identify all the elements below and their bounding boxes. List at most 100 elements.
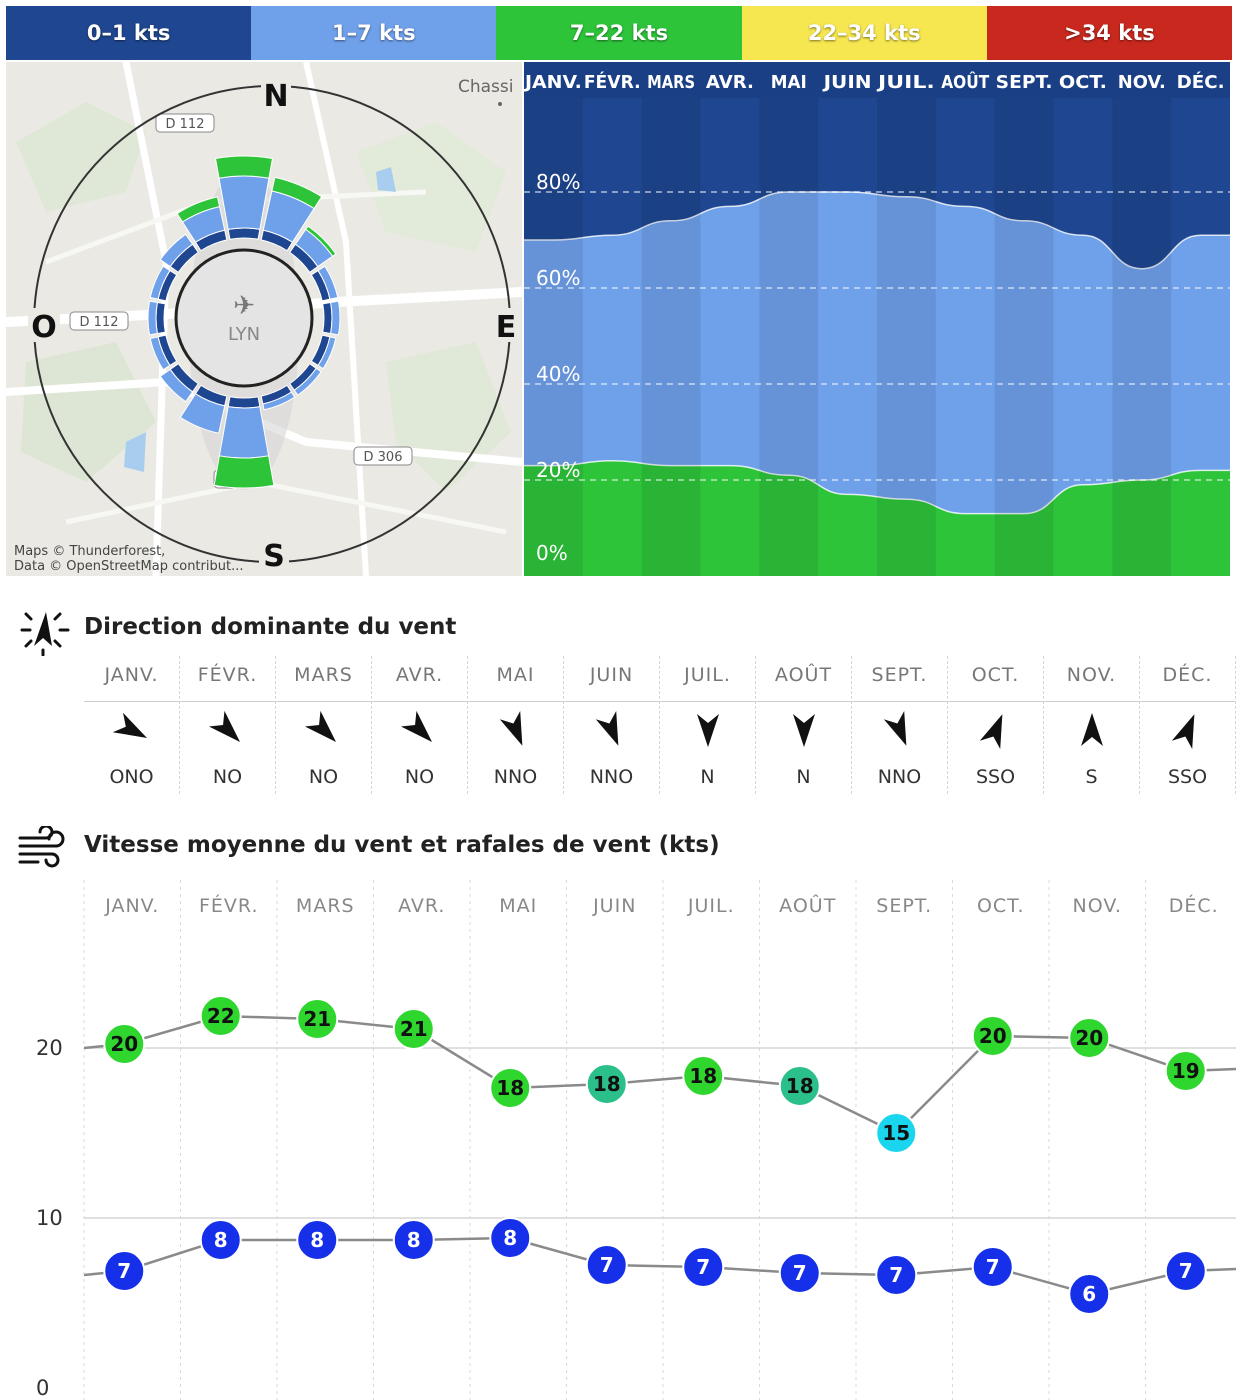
x-tick-label: FÉVR. xyxy=(199,894,259,917)
direction-column: JANV. ONO xyxy=(84,656,180,794)
gust-marker[interactable] xyxy=(875,1112,918,1154)
average-marker[interactable] xyxy=(296,1219,339,1261)
y-tick-label: 80% xyxy=(536,170,580,194)
average-marker[interactable] xyxy=(778,1252,821,1294)
data-label: 21 xyxy=(303,1007,331,1031)
rose-petal xyxy=(149,336,171,371)
month-column-shade xyxy=(641,98,701,576)
month-column-shade xyxy=(877,98,936,576)
direction-arrow-icon xyxy=(793,714,815,747)
average-line xyxy=(83,1236,1236,1296)
direction-arrow-icon xyxy=(208,710,241,743)
direction-label: NNO xyxy=(589,766,634,788)
gust-marker[interactable] xyxy=(585,1063,628,1105)
x-tick-label: MAI xyxy=(499,895,537,917)
x-tick-label: NOV. xyxy=(1118,72,1166,93)
average-marker[interactable] xyxy=(1068,1273,1111,1315)
x-tick-label: JUIL. xyxy=(687,895,735,917)
month-column-shade xyxy=(994,98,1054,576)
legend-item[interactable]: 7–22 kts xyxy=(496,6,742,60)
road-label: D 306 xyxy=(364,450,403,465)
rose-petal xyxy=(317,265,339,300)
direction-arrow-icon xyxy=(979,714,1003,749)
x-tick-label: JANV. xyxy=(104,895,159,917)
average-marker[interactable] xyxy=(875,1254,918,1296)
legend-item[interactable]: >34 kts xyxy=(986,6,1233,60)
divider xyxy=(84,701,1236,702)
direction-label: NO xyxy=(212,766,243,788)
gust-marker[interactable] xyxy=(296,998,339,1040)
data-label: 20 xyxy=(1075,1026,1103,1050)
speed-legend: 0–1 kts 1–7 kts 7–22 kts 22–34 kts >34 kts xyxy=(6,6,1233,60)
direction-arrow-icon xyxy=(304,710,337,743)
rose-petal xyxy=(213,455,275,489)
average-marker[interactable] xyxy=(585,1244,628,1286)
wind-speed-icon xyxy=(18,826,65,868)
gust-marker[interactable] xyxy=(682,1055,725,1097)
legend-item[interactable]: 1–7 kts xyxy=(251,6,497,60)
direction-column: SEPT. NNO xyxy=(852,656,948,794)
direction-arrow-icon xyxy=(499,711,523,746)
wind-direction-icon xyxy=(20,612,70,656)
rose-petal xyxy=(317,336,337,370)
direction-arrow-icon xyxy=(112,712,148,738)
road-label: D 112 xyxy=(166,117,205,132)
rose-petal xyxy=(305,225,337,257)
map-credit[interactable]: Maps © Thunderforest, Data © OpenStreetM… xyxy=(14,544,244,574)
direction-arrow-icon xyxy=(1171,714,1195,749)
y-tick-label: 40% xyxy=(536,362,580,386)
y-tick-label: 0 xyxy=(36,1376,49,1400)
rose-petal xyxy=(218,175,270,230)
area-header xyxy=(524,62,1230,98)
average-marker[interactable] xyxy=(199,1219,242,1261)
direction-column: NOV. S xyxy=(1044,656,1140,794)
gust-marker[interactable] xyxy=(778,1065,821,1107)
average-marker[interactable] xyxy=(392,1219,435,1261)
gust-marker[interactable] xyxy=(1164,1050,1207,1092)
legend-item[interactable]: 0–1 kts xyxy=(6,6,252,60)
gust-marker[interactable] xyxy=(489,1067,532,1109)
rose-petal xyxy=(271,176,323,210)
direction-column: DÉC. SSO xyxy=(1140,656,1236,794)
x-tick-label: DÉC. xyxy=(1177,71,1225,93)
direction-arrow-icon xyxy=(400,710,433,743)
data-label: 18 xyxy=(786,1074,814,1098)
rose-petal xyxy=(322,301,333,335)
average-marker[interactable] xyxy=(971,1246,1014,1288)
rose-petal xyxy=(179,393,226,434)
compass-east: E xyxy=(496,310,517,345)
legend-item[interactable]: 22–34 kts xyxy=(741,6,987,60)
data-label: 15 xyxy=(882,1121,910,1145)
x-tick-label: JANV. xyxy=(524,72,582,93)
rose-center-ring xyxy=(174,248,314,388)
gust-marker[interactable] xyxy=(103,1023,146,1065)
average-marker[interactable] xyxy=(103,1250,146,1292)
direction-label: SSO xyxy=(975,766,1016,788)
airport-code: LYN xyxy=(228,324,260,345)
month-label: JUIL. xyxy=(684,664,731,686)
data-label: 7 xyxy=(117,1259,131,1283)
average-marker[interactable] xyxy=(489,1217,532,1259)
average-marker[interactable] xyxy=(1164,1250,1207,1292)
wind-rose-map[interactable]: D 112 D 112 D 306 A Chassi ✈ LYN N E S O… xyxy=(6,62,522,576)
data-label: 8 xyxy=(407,1228,421,1252)
compass-north: N xyxy=(263,79,288,114)
x-tick-label: NOV. xyxy=(1073,895,1122,917)
gust-marker[interactable] xyxy=(199,995,242,1037)
x-tick-label: JUIN xyxy=(821,72,871,93)
rose-petal xyxy=(330,300,341,336)
rose-petal xyxy=(227,227,261,240)
data-label: 19 xyxy=(1172,1059,1200,1083)
rose-petal xyxy=(293,367,322,396)
direction-label: NNO xyxy=(877,766,922,788)
gust-marker[interactable] xyxy=(971,1015,1014,1057)
gust-marker[interactable] xyxy=(1068,1017,1111,1059)
month-label: MAI xyxy=(496,664,535,686)
direction-label: NO xyxy=(308,766,339,788)
direction-column: OCT. SSO xyxy=(948,656,1044,794)
gust-marker[interactable] xyxy=(392,1008,435,1050)
rose-petal xyxy=(218,406,270,459)
average-marker[interactable] xyxy=(682,1246,725,1288)
x-tick-label: MARS xyxy=(296,895,355,917)
y-tick-label: 20 xyxy=(36,1036,63,1060)
